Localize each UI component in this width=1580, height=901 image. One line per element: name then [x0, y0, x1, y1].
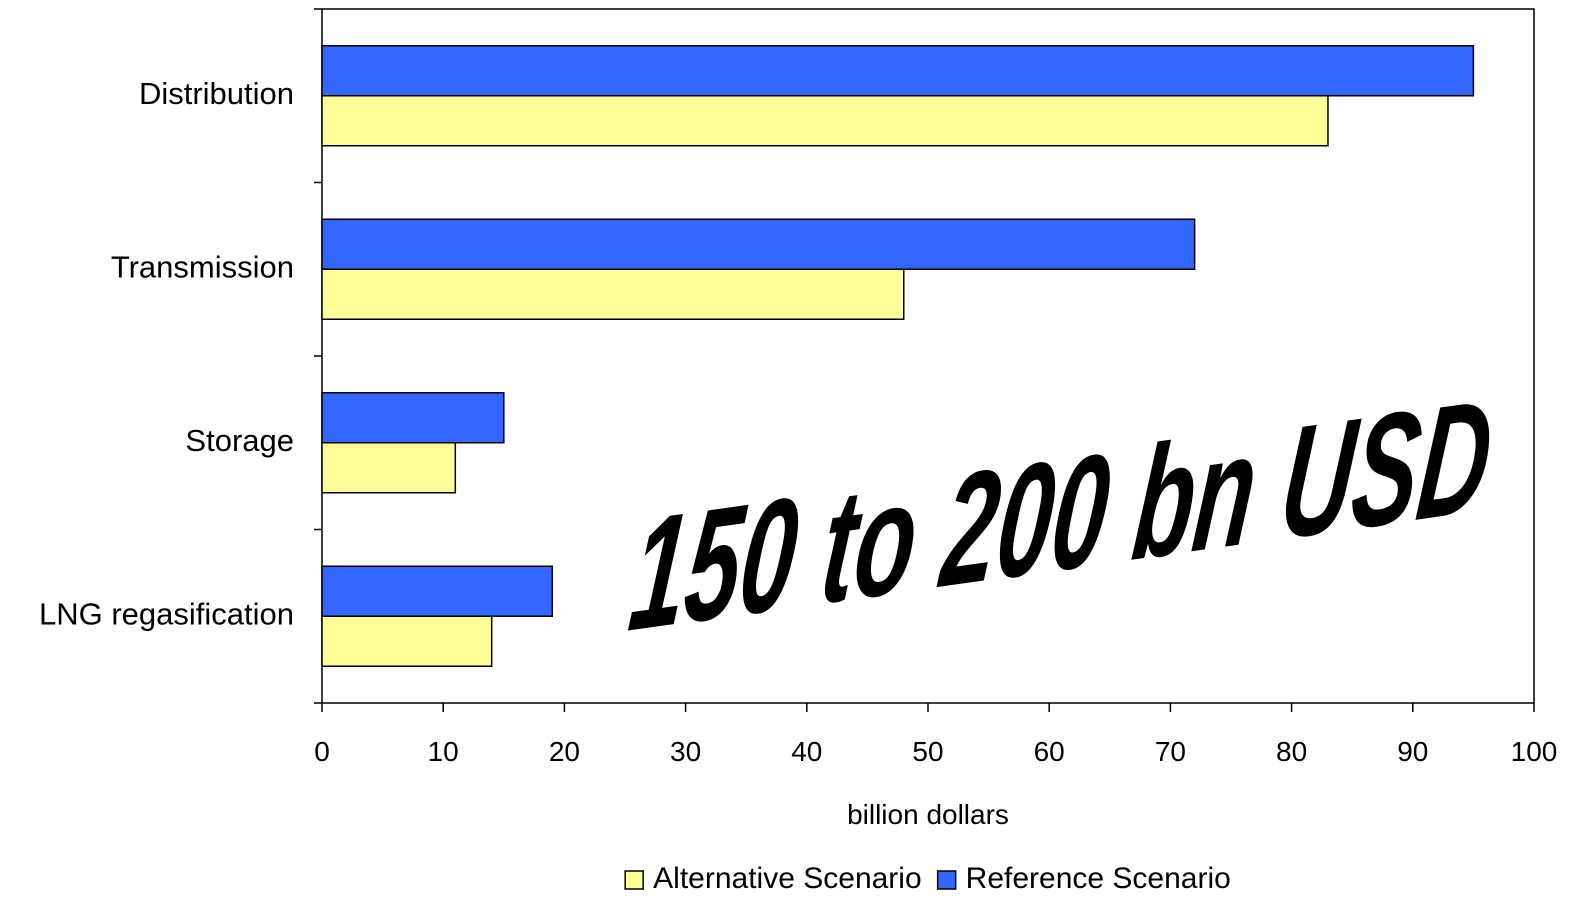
bars [321, 45, 1475, 667]
x-axis-title: billion dollars [847, 799, 1009, 830]
x-tick-label: 80 [1276, 736, 1307, 767]
x-tick-label: 60 [1034, 736, 1065, 767]
x-tick-label: 30 [670, 736, 701, 767]
bar [321, 95, 1329, 147]
x-tick-label: 20 [549, 736, 580, 767]
x-tick-label: 0 [314, 736, 330, 767]
legend-label: Reference Scenario [966, 862, 1231, 895]
x-tick-label: 100 [1511, 736, 1558, 767]
bar [321, 268, 905, 320]
bar [321, 218, 1196, 270]
x-tick-labels: 0 10 20 30 40 50 60 70 80 90 100 [314, 736, 1557, 767]
legend-swatch [936, 870, 957, 890]
x-tick-label: 70 [1155, 736, 1186, 767]
x-tick-label: 40 [791, 736, 822, 767]
bar [321, 565, 554, 617]
category-labels: Distribution Transmission Storage LNG regas… [39, 76, 294, 632]
bar [321, 392, 505, 444]
x-tick-label: 90 [1397, 736, 1428, 767]
category-label: LNG regasification [39, 596, 294, 631]
category-label: Distribution [139, 76, 294, 111]
legend-swatch [624, 870, 644, 890]
axis-ticks [314, 8, 1535, 712]
x-tick-label: 10 [428, 736, 459, 767]
legend: Alternative Scenario Reference Scenario [624, 862, 1231, 895]
legend-label: Alternative Scenario [653, 862, 921, 895]
bar [321, 615, 493, 667]
bar [321, 45, 1475, 97]
x-tick-label: 50 [912, 736, 943, 767]
bar [321, 442, 457, 494]
category-label: Transmission [111, 249, 294, 284]
category-label: Storage [185, 423, 294, 458]
